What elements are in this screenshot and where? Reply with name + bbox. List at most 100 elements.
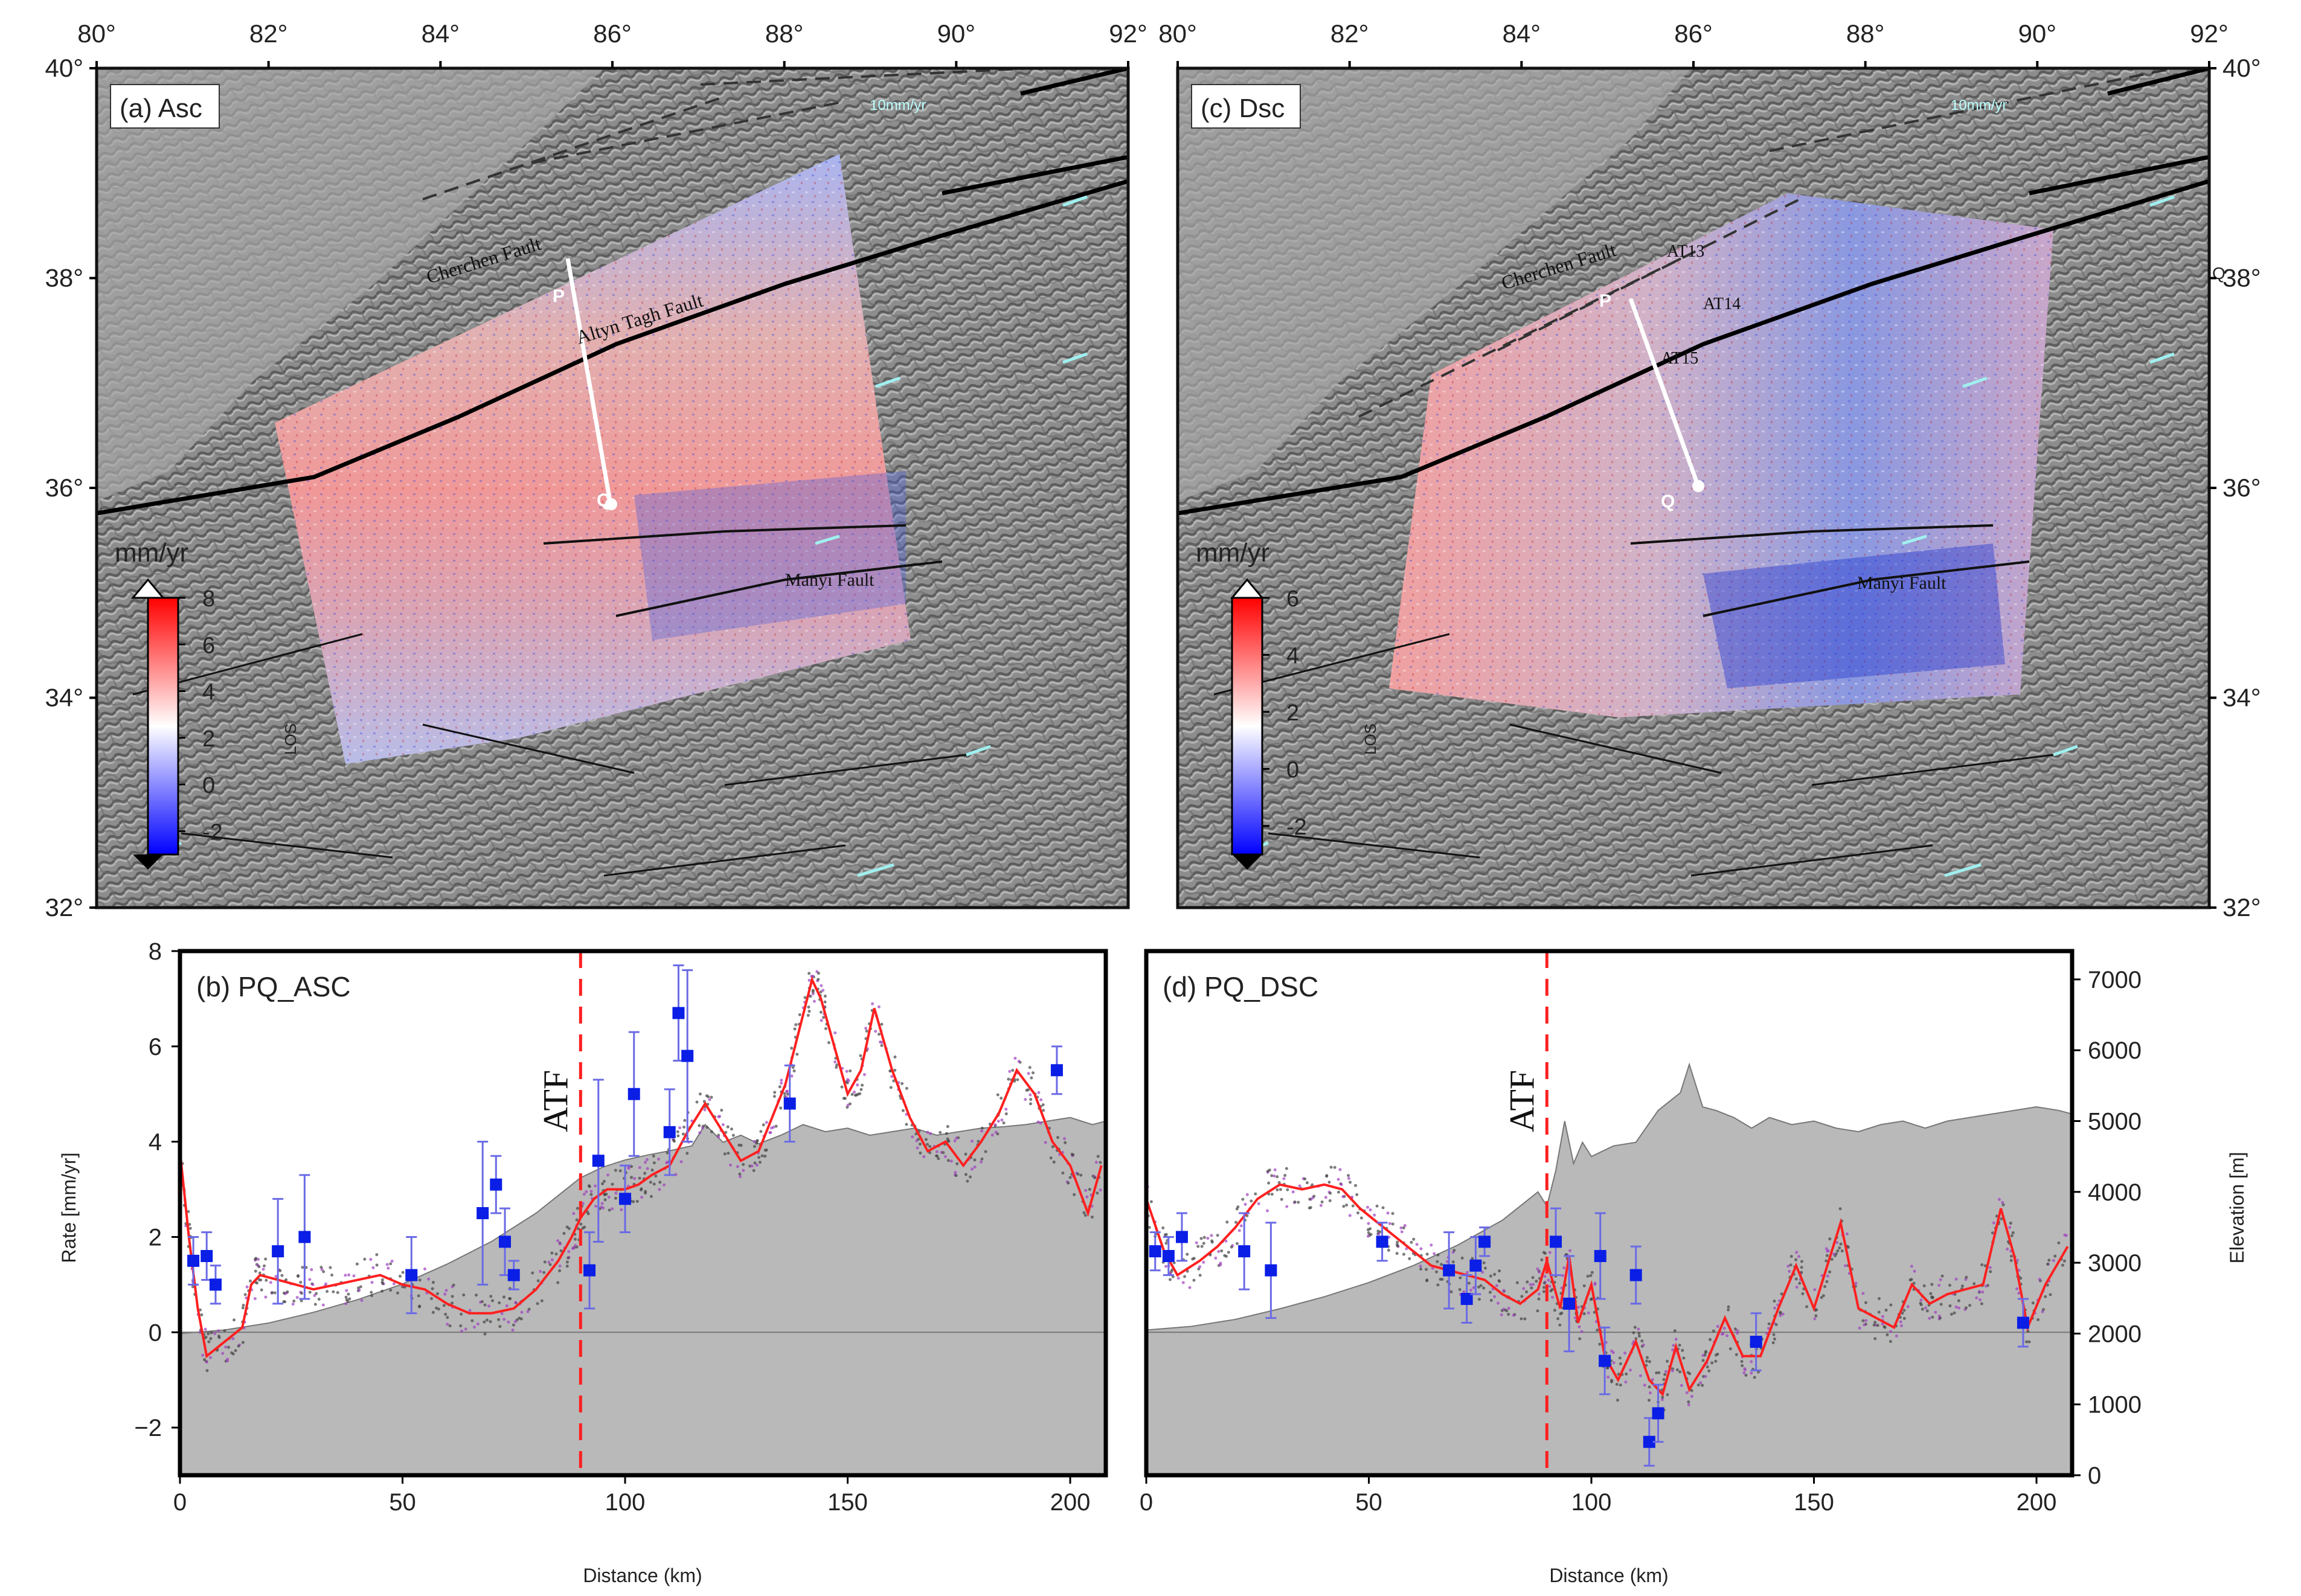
insar-sample-point	[871, 1002, 875, 1005]
insar-sample-point	[588, 1185, 591, 1188]
insar-sample-point	[602, 1179, 606, 1183]
insar-sample-point	[1530, 1286, 1533, 1290]
map-dsc-scale-label: 10mm/yr	[1951, 97, 2007, 114]
insar-sample-point	[389, 1262, 393, 1266]
insar-sample-point	[856, 1083, 859, 1087]
insar-sample-point	[953, 1139, 957, 1143]
map-lat-tick-label: 36°	[45, 473, 83, 502]
insar-sample-point	[1234, 1220, 1237, 1224]
insar-sample-point	[1843, 1264, 1847, 1268]
map-lon-tick-label: 90°	[937, 19, 976, 48]
insar-sample-point	[1981, 1290, 1985, 1294]
insar-sample-point	[444, 1313, 448, 1316]
insar-sample-point	[774, 1124, 778, 1128]
insar-sample-point	[785, 1089, 789, 1093]
insar-sample-point	[299, 1280, 303, 1284]
rate-tick-label: 6	[149, 1034, 162, 1060]
colorbar-dsc: mm/yr 6 4 2 0 -2 LOS	[1196, 538, 1379, 870]
insar-sample-point	[795, 1053, 799, 1056]
insar-sample-point	[536, 1279, 540, 1283]
insar-sample-point	[359, 1285, 362, 1289]
insar-sample-point	[849, 1069, 852, 1073]
map-asc-fault-manyi: Manyi Fault	[785, 570, 875, 590]
gps-point	[298, 1231, 311, 1243]
insar-sample-point	[483, 1320, 486, 1324]
elevation-tick-label: 4000	[2088, 1179, 2142, 1206]
insar-sample-point	[427, 1277, 431, 1281]
insar-sample-point	[924, 1138, 928, 1141]
insar-sample-point	[1578, 1337, 1582, 1341]
insar-sample-point	[1826, 1274, 1829, 1278]
insar-sample-point	[846, 1078, 850, 1082]
colorbar-tick-label: -2	[1286, 815, 1307, 840]
gps-point	[1469, 1259, 1482, 1272]
distance-tick-label: 0	[1140, 1489, 1153, 1516]
insar-sample-point	[1877, 1296, 1881, 1300]
insar-sample-point	[755, 1163, 759, 1167]
insar-sample-point	[1696, 1383, 1700, 1387]
insar-sample-point	[946, 1159, 950, 1162]
insar-sample-point	[1666, 1393, 1669, 1397]
insar-sample-point	[1542, 1281, 1546, 1285]
insar-sample-point	[1291, 1190, 1295, 1194]
insar-sample-point	[905, 1123, 908, 1126]
insar-sample-point	[1068, 1176, 1072, 1179]
insar-sample-point	[1029, 1098, 1033, 1101]
insar-sample-point	[217, 1329, 220, 1333]
insar-sample-point	[827, 1041, 830, 1045]
insar-sample-point	[792, 1069, 796, 1073]
insar-sample-point	[1798, 1281, 1802, 1285]
insar-sample-point	[819, 1010, 823, 1014]
insar-sample-point	[1272, 1175, 1276, 1178]
insar-sample-point	[1537, 1297, 1541, 1301]
insar-sample-point	[1910, 1278, 1913, 1281]
map-lon-tick-label: 86°	[593, 19, 632, 48]
insar-sample-point	[575, 1218, 579, 1222]
insar-sample-point	[824, 1027, 827, 1030]
insar-sample-point	[1469, 1288, 1472, 1292]
insar-sample-point	[1710, 1361, 1714, 1365]
insar-sample-point	[2049, 1293, 2052, 1296]
insar-sample-point	[1214, 1256, 1218, 1260]
insar-sample-point	[295, 1296, 299, 1300]
insar-sample-point	[1341, 1195, 1345, 1199]
insar-sample-point	[444, 1289, 448, 1292]
insar-sample-point	[1347, 1174, 1350, 1178]
gps-point	[1265, 1264, 1277, 1277]
insar-sample-point	[1744, 1368, 1747, 1371]
insar-sample-point	[1192, 1278, 1196, 1282]
insar-sample-point	[1297, 1200, 1300, 1204]
insar-sample-point	[678, 1126, 682, 1130]
insar-sample-point	[759, 1161, 762, 1164]
insar-sample-point	[1466, 1271, 1469, 1274]
insar-sample-point	[234, 1349, 237, 1353]
map-asc-profile-start: P	[553, 286, 565, 306]
insar-sample-point	[221, 1351, 225, 1355]
insar-sample-point	[1954, 1306, 1958, 1309]
insar-sample-point	[1024, 1098, 1027, 1101]
insar-sample-point	[603, 1198, 607, 1202]
gps-point	[1175, 1231, 1188, 1243]
insar-sample-point	[1250, 1199, 1253, 1203]
map-dsc-profile-end: Q	[1661, 492, 1675, 511]
insar-sample-point	[971, 1139, 974, 1143]
insar-sample-point	[1327, 1181, 1331, 1184]
insar-sample-point	[672, 1138, 676, 1142]
insar-sample-point	[1051, 1145, 1054, 1149]
insar-sample-point	[1640, 1339, 1644, 1343]
insar-sample-point	[2009, 1222, 2012, 1225]
insar-sample-point	[1690, 1389, 1693, 1392]
distance-axis-label-dsc: Distance (km)	[1549, 1565, 1668, 1586]
insar-sample-point	[291, 1303, 295, 1306]
profile-line-pq-asc	[565, 258, 612, 502]
insar-sample-point	[1938, 1316, 1942, 1320]
insar-sample-point	[1164, 1264, 1167, 1268]
insar-sample-point	[1431, 1266, 1434, 1270]
insar-sample-point	[1493, 1295, 1497, 1298]
insar-sample-point	[1779, 1314, 1782, 1318]
insar-sample-point	[1419, 1268, 1423, 1271]
insar-sample-point	[1968, 1304, 1972, 1307]
insar-sample-point	[681, 1132, 685, 1136]
insar-sample-point	[1727, 1308, 1730, 1312]
insar-sample-point	[375, 1263, 379, 1267]
